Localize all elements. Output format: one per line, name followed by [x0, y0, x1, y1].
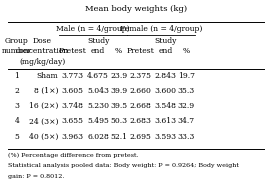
Text: Pretest: Pretest — [126, 47, 154, 55]
Text: 35.3: 35.3 — [178, 87, 195, 95]
Text: Pretest: Pretest — [59, 47, 86, 55]
Text: number: number — [2, 47, 32, 55]
Text: Group: Group — [5, 37, 29, 45]
Text: Male (n = 4/group): Male (n = 4/group) — [56, 25, 130, 33]
Text: 39.9: 39.9 — [110, 87, 127, 95]
Text: 3.613: 3.613 — [155, 117, 177, 125]
Text: Dose: Dose — [33, 37, 52, 45]
Text: 2.668: 2.668 — [129, 102, 151, 110]
Text: 2.660: 2.660 — [129, 87, 151, 95]
Text: 3.748: 3.748 — [62, 102, 83, 110]
Text: 16 (2×): 16 (2×) — [29, 102, 58, 110]
Text: Mean body weights (kg): Mean body weights (kg) — [85, 5, 187, 13]
Text: 50.3: 50.3 — [110, 117, 127, 125]
Text: 3.605: 3.605 — [62, 87, 83, 95]
Text: 3: 3 — [15, 102, 20, 110]
Text: %: % — [115, 47, 122, 55]
Text: 6.028: 6.028 — [87, 132, 109, 141]
Text: gain: P = 0.8012.: gain: P = 0.8012. — [8, 174, 64, 179]
Text: 5.230: 5.230 — [87, 102, 109, 110]
Text: Statistical analysis pooled data: Body weight: P = 0.9264; Body weight: Statistical analysis pooled data: Body w… — [8, 163, 239, 168]
Text: 3.773: 3.773 — [61, 72, 84, 80]
Text: end: end — [159, 47, 173, 55]
Text: 4: 4 — [15, 117, 19, 125]
Text: 2.695: 2.695 — [129, 132, 151, 141]
Text: 8 (1×): 8 (1×) — [33, 87, 58, 95]
Text: 3.655: 3.655 — [62, 117, 83, 125]
Text: 24 (3×): 24 (3×) — [29, 117, 58, 125]
Text: end: end — [91, 47, 105, 55]
Text: 2: 2 — [15, 87, 19, 95]
Text: 4.675: 4.675 — [87, 72, 109, 80]
Text: %: % — [183, 47, 190, 55]
Text: Study: Study — [87, 37, 109, 45]
Text: 32.9: 32.9 — [178, 102, 195, 110]
Text: 5: 5 — [15, 132, 19, 141]
Text: 23.9: 23.9 — [110, 72, 127, 80]
Text: 40 (5×): 40 (5×) — [29, 132, 58, 141]
Text: 5.043: 5.043 — [87, 87, 109, 95]
Text: 33.3: 33.3 — [178, 132, 195, 141]
Text: (%) Percentage difference from pretest.: (%) Percentage difference from pretest. — [8, 152, 138, 158]
Text: concentration: concentration — [16, 47, 69, 55]
Text: Study: Study — [155, 37, 177, 45]
Text: Sham: Sham — [36, 72, 58, 80]
Text: 3.593: 3.593 — [155, 132, 177, 141]
Text: 3.963: 3.963 — [61, 132, 84, 141]
Text: 39.5: 39.5 — [110, 102, 127, 110]
Text: 1: 1 — [15, 72, 19, 80]
Text: 52.1: 52.1 — [110, 132, 127, 141]
Text: 19.7: 19.7 — [178, 72, 195, 80]
Text: 5.495: 5.495 — [87, 117, 109, 125]
Text: 2.375: 2.375 — [129, 72, 151, 80]
Text: (mg/kg/day): (mg/kg/day) — [19, 58, 66, 66]
Text: 2.843: 2.843 — [155, 72, 177, 80]
Text: 34.7: 34.7 — [178, 117, 195, 125]
Text: 3.600: 3.600 — [155, 87, 177, 95]
Text: 2.683: 2.683 — [129, 117, 151, 125]
Text: 3.548: 3.548 — [155, 102, 177, 110]
Text: Female (n = 4/group): Female (n = 4/group) — [120, 25, 202, 33]
